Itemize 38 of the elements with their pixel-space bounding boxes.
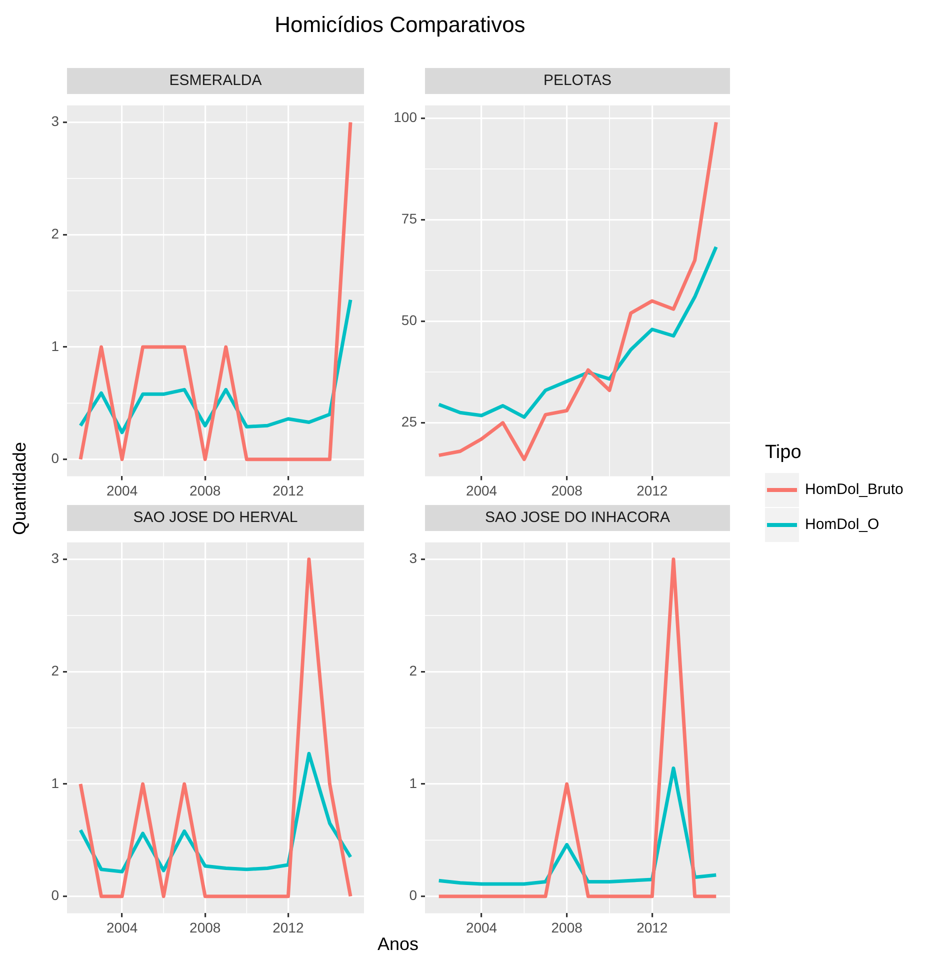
x-axis-title: Anos [376, 934, 420, 955]
chart-subtitle: SAO JOSE DO INHACORA [425, 505, 730, 531]
x-tick-label: 2012 [272, 919, 304, 936]
legend-title: Tipo [765, 442, 802, 464]
y-tick-label: 75 [401, 210, 418, 227]
legend-label: HomDol_Bruto [805, 481, 904, 498]
chart-subtitle: SAO JOSE DO HERVAL [67, 505, 364, 531]
x-tick-label: 2012 [272, 482, 304, 498]
y-axis-title: Quantidade [10, 440, 30, 538]
x-tick-label: 2004 [466, 919, 498, 936]
y-tick-label: 100 [394, 109, 418, 126]
y-tick-label: 3 [409, 550, 418, 566]
x-tick-label: 2012 [636, 919, 668, 936]
x-tick-label: 2004 [106, 482, 138, 498]
x-tick-label: 2008 [551, 919, 583, 936]
y-tick-label: 1 [51, 774, 60, 791]
y-tick-label: 2 [51, 225, 60, 242]
y-tick-label: 3 [51, 550, 60, 566]
y-tick-label: 0 [51, 450, 60, 466]
y-tick-label: 0 [51, 887, 60, 904]
y-tick-label: 1 [51, 338, 60, 354]
y-tick-label: 1 [409, 774, 418, 791]
y-tick-label: 2 [409, 662, 418, 678]
x-tick-label: 2012 [636, 482, 668, 498]
x-tick-label: 2008 [551, 482, 583, 498]
y-tick-label: 2 [51, 662, 60, 678]
x-tick-label: 2008 [190, 482, 221, 498]
y-tick-label: 25 [401, 414, 418, 430]
y-tick-label: 50 [401, 312, 418, 328]
legend-label: HomDol_O [805, 516, 880, 533]
chart-subtitle: ESMERALDA [67, 68, 364, 94]
x-tick-label: 2004 [466, 482, 498, 498]
chart-subtitle: PELOTAS [425, 68, 730, 94]
x-tick-label: 2004 [106, 919, 138, 936]
y-tick-label: 0 [409, 887, 418, 904]
y-tick-label: 3 [51, 113, 60, 130]
chart-title: Homicídios Comparativos [274, 12, 526, 38]
x-tick-label: 2008 [190, 919, 221, 936]
